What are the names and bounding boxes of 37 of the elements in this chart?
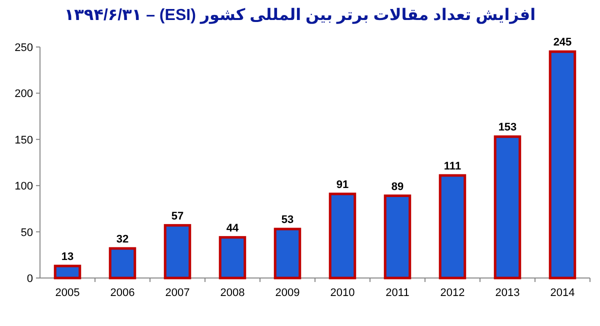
bar (384, 194, 412, 280)
data-label: 44 (226, 222, 240, 234)
y-tick-label: 0 (26, 273, 33, 285)
y-tick-label: 150 (14, 134, 33, 146)
x-tick-label: 2010 (330, 287, 355, 299)
data-label: 53 (281, 214, 294, 226)
data-label: 57 (171, 210, 184, 222)
bar (164, 224, 192, 280)
x-tick-label: 2011 (386, 287, 410, 299)
x-tick-label: 2006 (110, 287, 135, 299)
x-tick-label: 2005 (55, 287, 80, 299)
x-tick-label: 2009 (275, 287, 300, 299)
y-tick-label: 50 (20, 226, 33, 239)
x-tick-label: 2014 (550, 287, 575, 299)
x-tick-label: 2007 (165, 287, 190, 299)
data-label: 245 (553, 36, 572, 49)
bar (438, 174, 466, 280)
x-tick-label: 2012 (440, 287, 465, 299)
chart-title: افزایش تعداد مقالات برتر بین المللی کشور (ESI) – ۱۳۹۴/۶/۳۱ (64, 7, 536, 24)
data-label: 91 (336, 178, 349, 191)
x-tick-label: 2013 (495, 287, 520, 299)
bar (108, 247, 136, 280)
x-tick-label: 2008 (220, 287, 245, 299)
bar (548, 50, 576, 280)
y-tick-label: 200 (14, 88, 33, 100)
y-tick-label: 100 (14, 180, 33, 193)
y-tick-label: 250 (14, 42, 33, 54)
bar (54, 264, 82, 280)
data-label: 89 (391, 180, 404, 193)
bar (218, 236, 246, 280)
data-label: 32 (116, 233, 129, 246)
data-label: 111 (444, 160, 462, 172)
bar (274, 228, 302, 280)
data-label: 13 (61, 250, 74, 263)
data-label: 153 (498, 122, 517, 134)
bar (328, 192, 356, 280)
bar (494, 135, 522, 280)
